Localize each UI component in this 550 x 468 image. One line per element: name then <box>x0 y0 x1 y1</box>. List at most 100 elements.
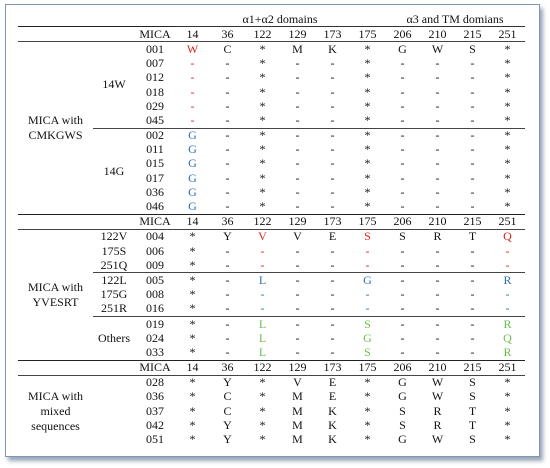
residue: E <box>328 229 337 244</box>
residue: * <box>504 70 511 85</box>
subgroup-label: 175G <box>100 287 128 302</box>
column-header: MICA <box>135 359 175 376</box>
spacer <box>18 213 135 230</box>
residue: - <box>225 330 230 345</box>
residue: * <box>364 56 371 71</box>
residue: Y <box>223 375 232 390</box>
subgroup-label: 122V <box>100 229 128 244</box>
residue: - <box>295 287 300 302</box>
residue: S <box>350 315 385 332</box>
residue: M <box>292 417 303 432</box>
data-row: 175S 006 * - - - - - - - - - <box>18 244 525 258</box>
residue: - <box>400 156 405 171</box>
residue: - <box>400 170 405 185</box>
residue: Q <box>503 330 512 345</box>
domain-header: α3 and TM domians <box>385 12 525 28</box>
header-row: MICA 14 36 122 129 173 175 206 210 215 251 <box>18 359 525 376</box>
residue: - <box>400 344 405 359</box>
mica-id: 006 <box>146 243 164 258</box>
residue: - <box>315 127 350 143</box>
residue: - <box>470 330 475 345</box>
residue: - <box>470 70 475 85</box>
residue: - <box>330 287 335 302</box>
residue: * <box>504 170 511 185</box>
residue: K <box>328 432 337 447</box>
column-header: MICA <box>135 26 175 43</box>
residue: * <box>259 375 266 390</box>
residue: * <box>364 375 371 390</box>
residue: - <box>470 243 475 258</box>
residue: - <box>400 56 405 71</box>
column-header: 36 <box>210 359 245 376</box>
residue: R <box>433 229 442 244</box>
residue: - <box>225 170 230 185</box>
residue: - <box>330 301 335 316</box>
residue: * <box>504 41 511 56</box>
residue: * <box>504 432 511 447</box>
residue: - <box>315 315 350 332</box>
residue: * <box>189 330 196 345</box>
residue: - <box>295 344 300 359</box>
residue: * <box>259 84 266 99</box>
residue: - <box>295 257 300 272</box>
residue: S <box>469 375 476 390</box>
residue: - <box>400 70 405 85</box>
table-frame: α1+α2 domains α3 and TM domians MICA 14 36 12… <box>5 4 540 457</box>
data-row: 251R 016 * - - - - - - - - - <box>18 302 525 317</box>
residue: - <box>470 98 475 113</box>
residue: V <box>293 375 302 390</box>
residue: S <box>364 344 371 359</box>
residue: Y <box>223 229 232 244</box>
residue: - <box>470 84 475 99</box>
residue: - <box>225 56 230 71</box>
column-header: 210 <box>420 213 455 230</box>
residue: - <box>260 287 265 302</box>
residue: V <box>258 229 267 244</box>
residue: * <box>490 127 525 143</box>
mica-id: 018 <box>146 84 164 99</box>
residue: * <box>189 375 196 390</box>
residue: * <box>364 98 371 113</box>
column-header: 122 <box>245 359 280 376</box>
residue: * <box>189 344 196 359</box>
residue: * <box>504 84 511 99</box>
data-row: 122L 005 * - L - - G - - - R <box>18 272 525 288</box>
residue: - <box>420 127 455 143</box>
residue: L <box>258 330 267 345</box>
residue: - <box>470 287 475 302</box>
residue: - <box>295 184 300 199</box>
residue: * <box>364 403 371 418</box>
residue: - <box>295 98 300 113</box>
column-header: 251 <box>490 213 525 230</box>
residue: - <box>330 142 335 157</box>
residue: - <box>190 98 195 113</box>
residue: G <box>188 199 197 214</box>
residue: G <box>188 170 197 185</box>
residue: * <box>259 142 266 157</box>
mica-id: 033 <box>146 344 164 359</box>
data-row: 012 - - * - - * - - - * <box>18 71 525 85</box>
residue: - <box>435 142 440 157</box>
residue: - <box>400 243 405 258</box>
residue: S <box>399 403 406 418</box>
mica-id: 042 <box>146 417 164 432</box>
residue: - <box>330 56 335 71</box>
residue: - <box>210 127 245 143</box>
residue: * <box>189 403 196 418</box>
residue: W <box>431 389 444 404</box>
residue: S <box>469 389 476 404</box>
residue: - <box>470 344 475 359</box>
residue: - <box>435 70 440 85</box>
residue: * <box>259 389 266 404</box>
residue: - <box>505 301 510 316</box>
residue: - <box>330 184 335 199</box>
residue: * <box>189 432 196 447</box>
residue: * <box>245 127 280 143</box>
column-header: 206 <box>385 213 420 230</box>
residue: - <box>225 199 230 214</box>
residue: * <box>259 98 266 113</box>
residue: * <box>504 142 511 157</box>
residue: * <box>504 156 511 171</box>
residue: - <box>400 184 405 199</box>
group-label: MICA with YVESRT <box>18 229 93 360</box>
